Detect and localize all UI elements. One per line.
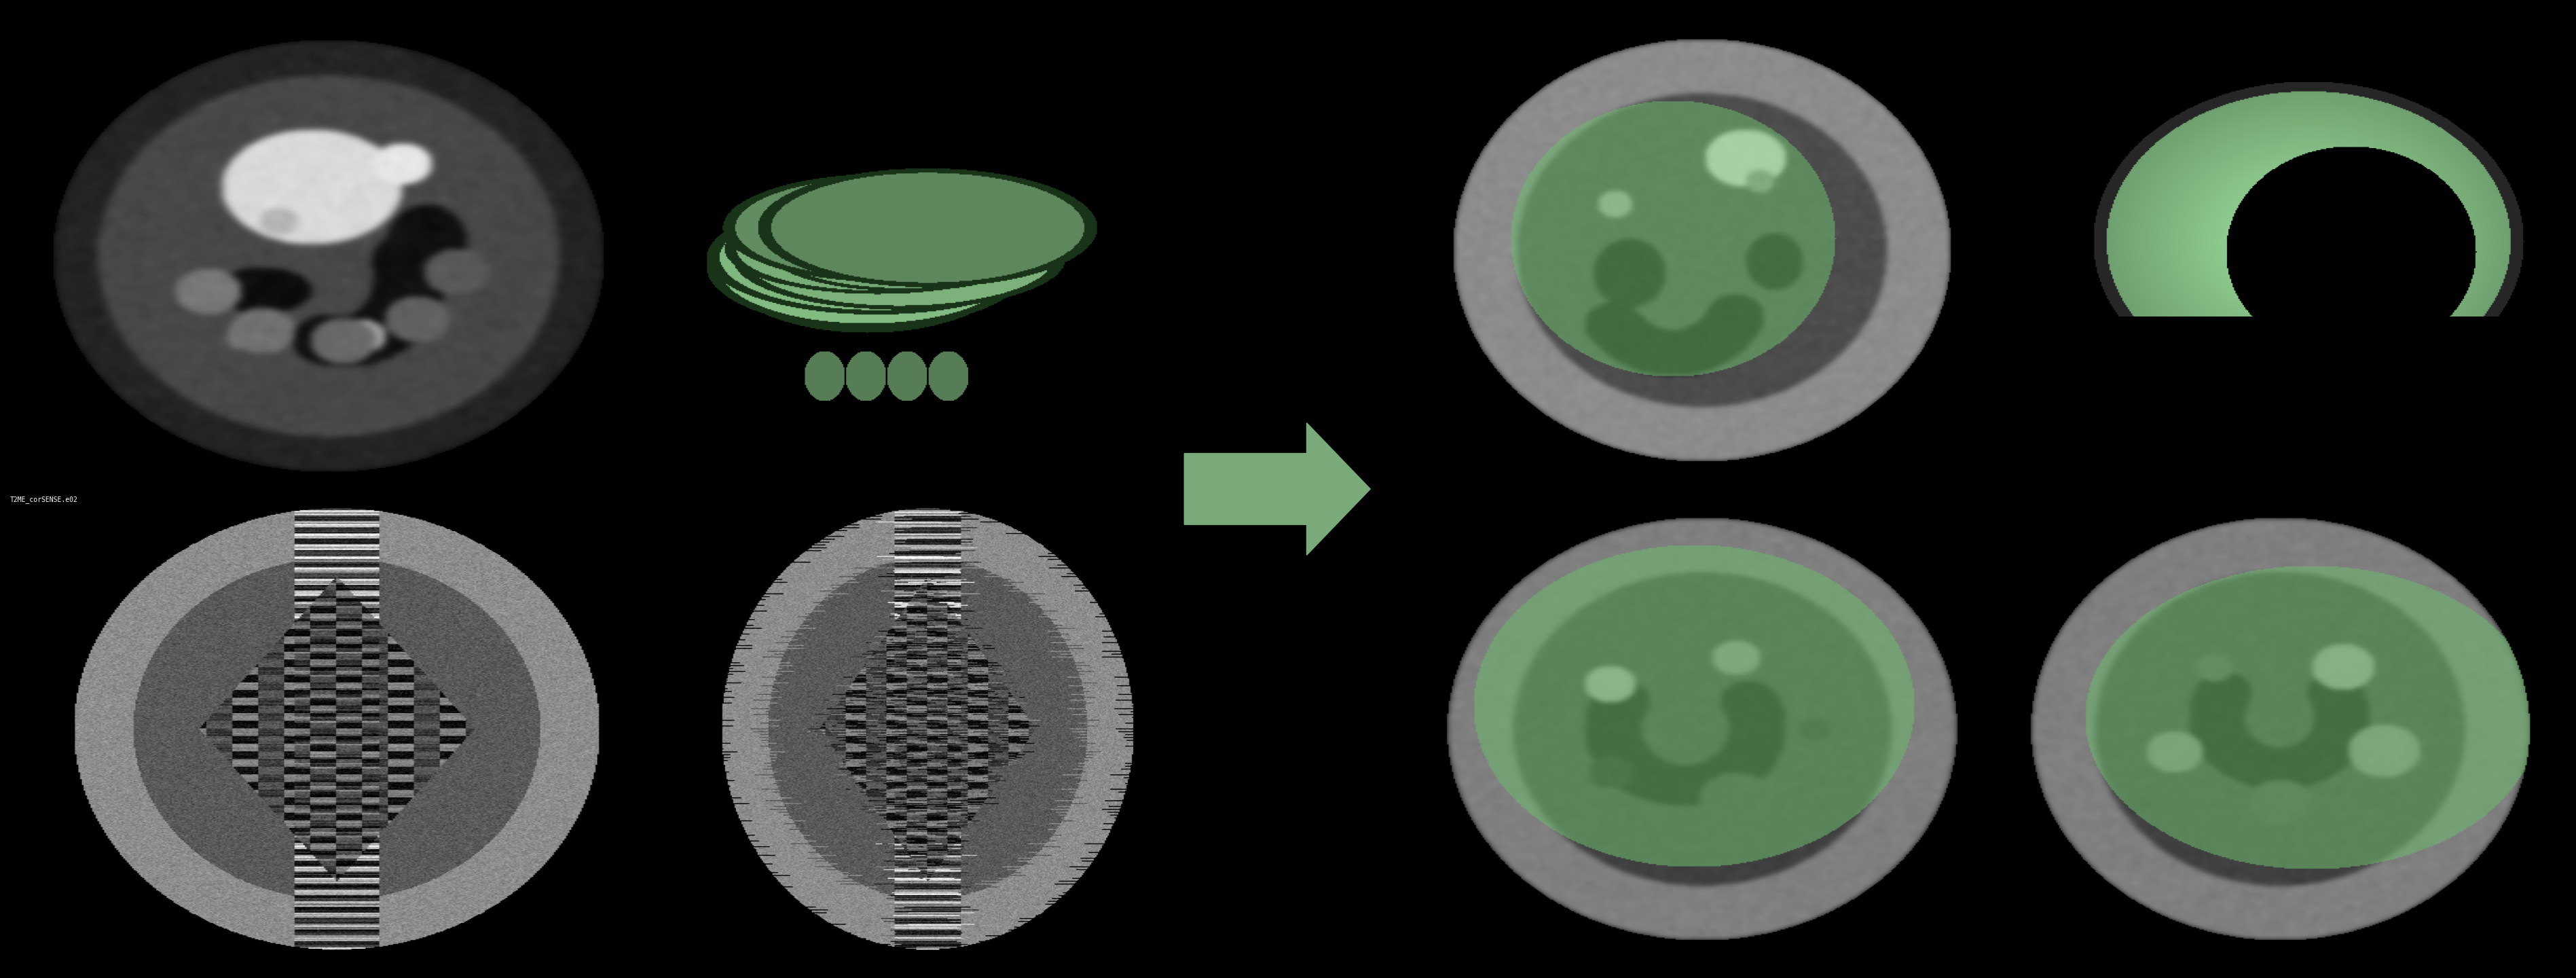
Text: T2ME_corSENSE.e02: T2ME_corSENSE.e02	[10, 496, 77, 504]
FancyArrow shape	[1185, 422, 1370, 556]
